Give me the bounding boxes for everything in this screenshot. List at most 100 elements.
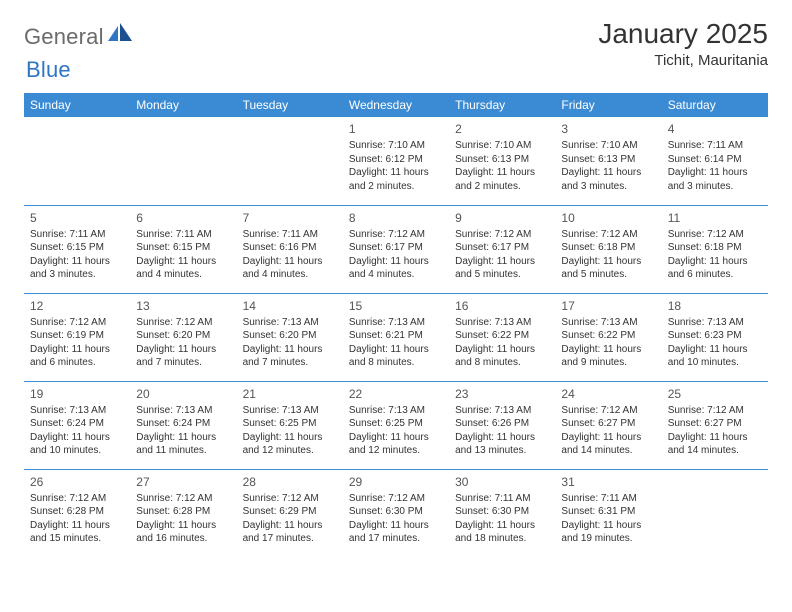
- sunrise-line: Sunrise: 7:13 AM: [349, 404, 443, 418]
- sunrise-line: Sunrise: 7:11 AM: [243, 228, 337, 242]
- daylight-line: Daylight: 11 hours and 7 minutes.: [243, 343, 337, 370]
- calendar-week-row: 12Sunrise: 7:12 AMSunset: 6:19 PMDayligh…: [24, 293, 768, 381]
- daylight-line: Daylight: 11 hours and 7 minutes.: [136, 343, 230, 370]
- calendar-cell: [24, 117, 130, 205]
- day-number: 10: [561, 210, 655, 226]
- sunrise-line: Sunrise: 7:13 AM: [243, 404, 337, 418]
- calendar-cell: [237, 117, 343, 205]
- day-number: 14: [243, 298, 337, 314]
- calendar-cell: 6Sunrise: 7:11 AMSunset: 6:15 PMDaylight…: [130, 205, 236, 293]
- day-number: 18: [668, 298, 762, 314]
- sunset-line: Sunset: 6:17 PM: [455, 241, 549, 255]
- daylight-line: Daylight: 11 hours and 18 minutes.: [455, 519, 549, 546]
- calendar-cell: 10Sunrise: 7:12 AMSunset: 6:18 PMDayligh…: [555, 205, 661, 293]
- daylight-line: Daylight: 11 hours and 3 minutes.: [561, 166, 655, 193]
- daylight-line: Daylight: 11 hours and 3 minutes.: [668, 166, 762, 193]
- sunrise-line: Sunrise: 7:13 AM: [561, 316, 655, 330]
- sunset-line: Sunset: 6:21 PM: [349, 329, 443, 343]
- calendar-page: General January 2025 Tichit, Mauritania …: [0, 0, 792, 575]
- sunset-line: Sunset: 6:25 PM: [243, 417, 337, 431]
- sunrise-line: Sunrise: 7:13 AM: [455, 316, 549, 330]
- daylight-line: Daylight: 11 hours and 15 minutes.: [30, 519, 124, 546]
- calendar-cell: 4Sunrise: 7:11 AMSunset: 6:14 PMDaylight…: [662, 117, 768, 205]
- daylight-line: Daylight: 11 hours and 19 minutes.: [561, 519, 655, 546]
- day-number: 19: [30, 386, 124, 402]
- sunset-line: Sunset: 6:28 PM: [136, 505, 230, 519]
- day-number: 11: [668, 210, 762, 226]
- calendar-cell: 8Sunrise: 7:12 AMSunset: 6:17 PMDaylight…: [343, 205, 449, 293]
- day-number: 3: [561, 121, 655, 137]
- daylight-line: Daylight: 11 hours and 8 minutes.: [455, 343, 549, 370]
- day-number: 16: [455, 298, 549, 314]
- daylight-line: Daylight: 11 hours and 16 minutes.: [136, 519, 230, 546]
- calendar-cell: 31Sunrise: 7:11 AMSunset: 6:31 PMDayligh…: [555, 469, 661, 557]
- day-number: 29: [349, 474, 443, 490]
- day-number: 15: [349, 298, 443, 314]
- day-number: 17: [561, 298, 655, 314]
- sunset-line: Sunset: 6:17 PM: [349, 241, 443, 255]
- daylight-line: Daylight: 11 hours and 5 minutes.: [455, 255, 549, 282]
- sunset-line: Sunset: 6:14 PM: [668, 153, 762, 167]
- calendar-cell: 30Sunrise: 7:11 AMSunset: 6:30 PMDayligh…: [449, 469, 555, 557]
- sunset-line: Sunset: 6:15 PM: [30, 241, 124, 255]
- sunrise-line: Sunrise: 7:11 AM: [561, 492, 655, 506]
- day-number: 2: [455, 121, 549, 137]
- calendar-cell: 17Sunrise: 7:13 AMSunset: 6:22 PMDayligh…: [555, 293, 661, 381]
- day-number: 23: [455, 386, 549, 402]
- brand-sails-icon: [108, 23, 134, 48]
- sunset-line: Sunset: 6:18 PM: [561, 241, 655, 255]
- sunrise-line: Sunrise: 7:12 AM: [243, 492, 337, 506]
- calendar-cell: 3Sunrise: 7:10 AMSunset: 6:13 PMDaylight…: [555, 117, 661, 205]
- sunset-line: Sunset: 6:23 PM: [668, 329, 762, 343]
- day-number: 4: [668, 121, 762, 137]
- sunset-line: Sunset: 6:27 PM: [668, 417, 762, 431]
- day-number: 30: [455, 474, 549, 490]
- day-number: 21: [243, 386, 337, 402]
- calendar-cell: 21Sunrise: 7:13 AMSunset: 6:25 PMDayligh…: [237, 381, 343, 469]
- day-header: Monday: [130, 93, 236, 117]
- daylight-line: Daylight: 11 hours and 8 minutes.: [349, 343, 443, 370]
- sunset-line: Sunset: 6:18 PM: [668, 241, 762, 255]
- daylight-line: Daylight: 11 hours and 14 minutes.: [668, 431, 762, 458]
- day-header: Sunday: [24, 93, 130, 117]
- day-number: 27: [136, 474, 230, 490]
- daylight-line: Daylight: 11 hours and 4 minutes.: [243, 255, 337, 282]
- day-number: 22: [349, 386, 443, 402]
- calendar-body: 1Sunrise: 7:10 AMSunset: 6:12 PMDaylight…: [24, 117, 768, 557]
- sunset-line: Sunset: 6:19 PM: [30, 329, 124, 343]
- sunset-line: Sunset: 6:30 PM: [455, 505, 549, 519]
- sunrise-line: Sunrise: 7:11 AM: [30, 228, 124, 242]
- title-block: January 2025 Tichit, Mauritania: [598, 18, 768, 69]
- calendar-cell: 5Sunrise: 7:11 AMSunset: 6:15 PMDaylight…: [24, 205, 130, 293]
- sunrise-line: Sunrise: 7:12 AM: [30, 492, 124, 506]
- sunrise-line: Sunrise: 7:10 AM: [349, 139, 443, 153]
- sunset-line: Sunset: 6:25 PM: [349, 417, 443, 431]
- day-number: 20: [136, 386, 230, 402]
- day-number: 31: [561, 474, 655, 490]
- sunrise-line: Sunrise: 7:12 AM: [668, 228, 762, 242]
- daylight-line: Daylight: 11 hours and 9 minutes.: [561, 343, 655, 370]
- sunset-line: Sunset: 6:30 PM: [349, 505, 443, 519]
- sunset-line: Sunset: 6:13 PM: [561, 153, 655, 167]
- sunset-line: Sunset: 6:26 PM: [455, 417, 549, 431]
- calendar-week-row: 19Sunrise: 7:13 AMSunset: 6:24 PMDayligh…: [24, 381, 768, 469]
- day-number: 13: [136, 298, 230, 314]
- day-number: 9: [455, 210, 549, 226]
- calendar-cell: 12Sunrise: 7:12 AMSunset: 6:19 PMDayligh…: [24, 293, 130, 381]
- calendar-table: Sunday Monday Tuesday Wednesday Thursday…: [24, 93, 768, 557]
- day-header: Friday: [555, 93, 661, 117]
- day-number: 7: [243, 210, 337, 226]
- sunset-line: Sunset: 6:27 PM: [561, 417, 655, 431]
- brand-word-blue: Blue: [26, 57, 71, 82]
- sunrise-line: Sunrise: 7:13 AM: [455, 404, 549, 418]
- day-header-row: Sunday Monday Tuesday Wednesday Thursday…: [24, 93, 768, 117]
- calendar-cell: 24Sunrise: 7:12 AMSunset: 6:27 PMDayligh…: [555, 381, 661, 469]
- daylight-line: Daylight: 11 hours and 17 minutes.: [349, 519, 443, 546]
- daylight-line: Daylight: 11 hours and 17 minutes.: [243, 519, 337, 546]
- sunrise-line: Sunrise: 7:10 AM: [455, 139, 549, 153]
- daylight-line: Daylight: 11 hours and 6 minutes.: [30, 343, 124, 370]
- calendar-cell: 15Sunrise: 7:13 AMSunset: 6:21 PMDayligh…: [343, 293, 449, 381]
- day-header: Tuesday: [237, 93, 343, 117]
- calendar-cell: 22Sunrise: 7:13 AMSunset: 6:25 PMDayligh…: [343, 381, 449, 469]
- sunset-line: Sunset: 6:22 PM: [455, 329, 549, 343]
